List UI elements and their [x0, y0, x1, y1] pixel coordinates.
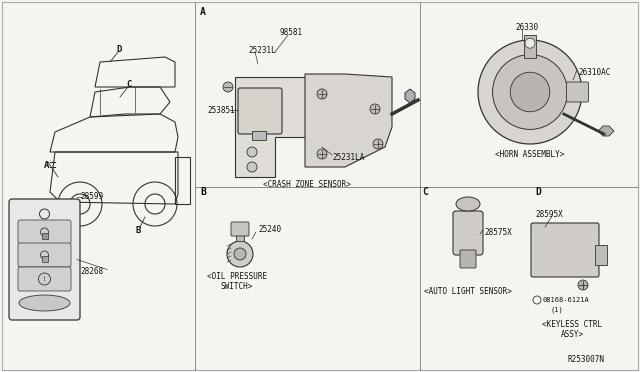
Text: 28599: 28599	[80, 192, 103, 201]
Text: <OIL PRESSURE
SWITCH>: <OIL PRESSURE SWITCH>	[207, 272, 267, 291]
Text: <KEYLESS CTRL
ASSY>: <KEYLESS CTRL ASSY>	[542, 320, 602, 339]
Circle shape	[247, 162, 257, 172]
Circle shape	[510, 72, 550, 112]
Text: B: B	[200, 187, 206, 197]
Bar	[524, 35, 536, 58]
FancyBboxPatch shape	[460, 250, 476, 268]
FancyBboxPatch shape	[18, 267, 71, 291]
Text: 28575X: 28575X	[484, 228, 512, 237]
FancyBboxPatch shape	[238, 88, 282, 134]
Text: R253007N: R253007N	[568, 356, 605, 365]
FancyBboxPatch shape	[18, 243, 71, 267]
Text: 26310AC: 26310AC	[578, 67, 611, 77]
Text: 253851: 253851	[207, 106, 235, 115]
Circle shape	[317, 89, 327, 99]
Circle shape	[247, 112, 257, 122]
Circle shape	[370, 104, 380, 114]
Circle shape	[227, 241, 253, 267]
Text: 28268: 28268	[80, 267, 103, 276]
FancyBboxPatch shape	[18, 220, 71, 244]
Circle shape	[493, 55, 568, 129]
Text: 28595X: 28595X	[535, 209, 563, 218]
FancyBboxPatch shape	[566, 82, 588, 102]
Text: B: B	[136, 225, 141, 234]
Text: A: A	[200, 7, 206, 17]
Text: 08168-6121A: 08168-6121A	[543, 297, 589, 303]
Circle shape	[223, 82, 233, 92]
Text: <AUTO LIGHT SENSOR>: <AUTO LIGHT SENSOR>	[424, 287, 512, 296]
Circle shape	[373, 139, 383, 149]
FancyBboxPatch shape	[453, 211, 483, 255]
Circle shape	[247, 147, 257, 157]
Ellipse shape	[19, 295, 70, 311]
Bar	[595, 245, 607, 265]
Text: 25231LA: 25231LA	[332, 153, 364, 161]
FancyBboxPatch shape	[531, 223, 599, 277]
Text: 98581: 98581	[280, 28, 303, 36]
Text: C: C	[422, 187, 428, 197]
Text: D: D	[535, 187, 541, 197]
Polygon shape	[235, 77, 310, 177]
Bar	[42, 256, 47, 262]
Circle shape	[478, 40, 582, 144]
Text: !: !	[43, 276, 46, 282]
FancyBboxPatch shape	[231, 222, 249, 236]
Text: A: A	[44, 160, 49, 170]
Bar	[252, 131, 266, 140]
Circle shape	[317, 149, 327, 159]
Circle shape	[525, 38, 535, 48]
Polygon shape	[598, 126, 614, 136]
Polygon shape	[305, 74, 392, 167]
Text: D: D	[116, 45, 122, 54]
Polygon shape	[405, 89, 415, 103]
Circle shape	[234, 248, 246, 260]
Text: C: C	[126, 80, 131, 89]
Text: (1): (1)	[550, 307, 563, 313]
FancyBboxPatch shape	[9, 199, 80, 320]
Text: 25231L: 25231L	[248, 45, 276, 55]
Ellipse shape	[456, 197, 480, 211]
Text: 25240: 25240	[258, 224, 281, 234]
Text: 26330: 26330	[515, 22, 538, 32]
Circle shape	[578, 280, 588, 290]
Circle shape	[247, 92, 257, 102]
Bar	[236, 233, 244, 241]
Text: <CRASH ZONE SENSOR>: <CRASH ZONE SENSOR>	[263, 180, 351, 189]
Bar	[42, 233, 47, 239]
Text: <HORN ASSEMBLY>: <HORN ASSEMBLY>	[495, 150, 564, 159]
